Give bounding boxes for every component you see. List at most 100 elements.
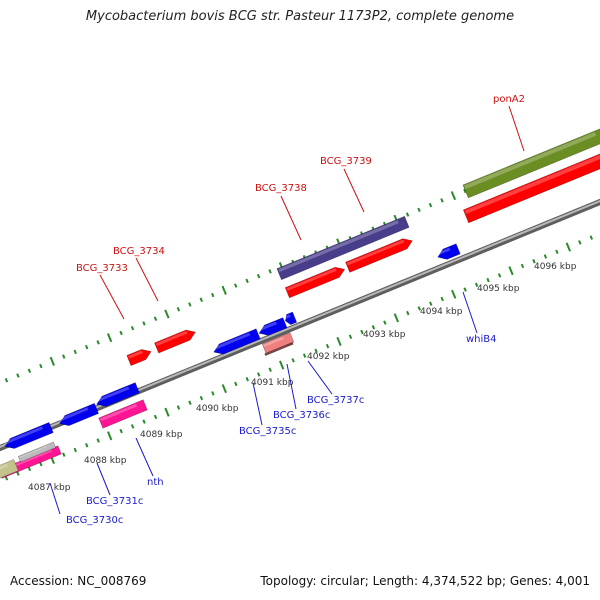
feature-bcg-3734-shape	[154, 329, 196, 354]
feature-pseudo-edge	[264, 341, 294, 357]
outer-tick-12	[130, 325, 135, 331]
gene-label-bcg-3739[interactable]: BCG_3739	[320, 156, 372, 167]
inner-tick-10	[107, 431, 113, 441]
gene-label-bcg-3730c[interactable]: BCG_3730c	[66, 515, 123, 526]
outer-tick-8	[84, 344, 89, 350]
feature-bcg-3733-shape	[126, 349, 152, 367]
kbp-label-4090: 4090 kbp	[196, 404, 239, 414]
gene-label-bcg-3738[interactable]: BCG_3738	[255, 183, 307, 194]
gene-label-bcg-3736c[interactable]: BCG_3736c	[273, 410, 330, 421]
gene-label-nth[interactable]: nth	[147, 477, 164, 488]
conn-bcg-3736c	[286, 363, 297, 410]
conn-bcg-3730c	[49, 482, 61, 515]
inner-tick-16	[176, 405, 181, 410]
outer-tick-41	[463, 188, 467, 194]
kbp-label-4088: 4088 kbp	[84, 456, 127, 466]
feature-bcg-3739	[345, 238, 413, 273]
inner-tick-31	[348, 334, 353, 339]
inner-tick-45	[508, 266, 514, 276]
feature-rna-right-shine	[464, 132, 597, 190]
feature-pseudo-shine	[263, 336, 284, 347]
inner-tick-47	[532, 259, 536, 264]
kbp-label-4087: 4087 kbp	[28, 483, 71, 493]
outer-tick-10	[106, 333, 113, 343]
inner-tick-49	[555, 249, 559, 255]
reverse-gene-labels: BCG_3730c BCG_3731c nth BCG_3735c BCG_37…	[66, 334, 497, 526]
feature-bcg-3737c	[284, 311, 298, 325]
outer-tick-13	[142, 321, 146, 326]
feature-left-cds-1-shine	[4, 426, 44, 445]
gene-label-bcg-3737c[interactable]: BCG_3737c	[307, 395, 364, 406]
inner-tick-23	[257, 372, 261, 377]
inner-tick-52	[589, 235, 593, 240]
inner-tick-13	[142, 419, 146, 424]
inner-tick-6	[62, 452, 66, 457]
feature-bcg-3733	[126, 349, 152, 367]
accession-text: Accession: NC_008769	[10, 574, 147, 588]
inner-tick-29	[325, 343, 330, 349]
conn-nth	[135, 437, 154, 477]
outer-tick-5	[49, 356, 55, 366]
inner-tick-17	[188, 400, 192, 406]
outer-tick-20	[221, 285, 227, 295]
feature-pseudo-shape	[261, 332, 295, 354]
feature-grey-left-shine	[19, 445, 47, 458]
outer-tick-38	[428, 202, 433, 208]
inner-tick-35	[393, 313, 399, 323]
outer-tick-14	[153, 316, 158, 321]
inner-tick-14	[153, 414, 158, 420]
conn-bcg-3734	[135, 257, 159, 302]
inner-tick-3	[27, 466, 32, 472]
gene-label-bcg-3733[interactable]: BCG_3733	[76, 263, 128, 274]
inner-tick-26	[291, 358, 295, 363]
feature-bcg-3736c-shape	[258, 317, 288, 336]
feature-left-cds-3-shape	[96, 382, 140, 407]
feature-olive-left-shine	[0, 463, 8, 473]
kbp-label-4093: 4093 kbp	[363, 330, 406, 340]
inner-tick-12	[130, 424, 135, 429]
outer-tick-11	[119, 330, 123, 336]
inner-tick-19	[211, 391, 215, 396]
feature-misc-right	[98, 399, 148, 429]
feature-tracks	[0, 127, 600, 481]
feature-bcg-3736c	[258, 317, 288, 336]
feature-bcg-3734	[154, 329, 196, 354]
inner-tick-41	[463, 287, 467, 292]
feature-pseudo	[261, 332, 295, 354]
gene-label-pona2[interactable]: ponA2	[493, 94, 525, 105]
inner-tick-24	[268, 367, 272, 372]
inner-tick-ring	[4, 235, 593, 481]
feature-misc-right-shape	[98, 399, 148, 429]
outer-tick-37	[417, 207, 421, 213]
gene-label-bcg-3734[interactable]: BCG_3734	[113, 246, 165, 257]
feature-whib4-shape	[437, 243, 461, 260]
inner-tick-43	[486, 277, 490, 283]
feature-left-cds-2	[58, 402, 99, 426]
gene-label-bcg-3731c[interactable]: BCG_3731c	[86, 496, 143, 507]
feature-pseudo-edge-shape	[264, 341, 294, 357]
feature-pona2-shine	[464, 153, 600, 215]
gene-label-whib4[interactable]: whiB4	[466, 334, 497, 345]
inner-tick-7	[73, 447, 77, 453]
outer-tick-3	[27, 368, 32, 374]
inner-tick-48	[543, 254, 548, 259]
inner-tick-28	[314, 348, 318, 354]
kbp-labels: 4087 kbp 4088 kbp 4089 kbp 4090 kbp 4091…	[28, 262, 577, 493]
inner-tick-22	[245, 376, 249, 382]
outer-tick-1	[4, 378, 9, 383]
outer-tick-22	[245, 278, 249, 284]
inner-tick-1	[4, 476, 9, 481]
inner-tick-38	[429, 301, 433, 306]
inner-tick-40	[451, 289, 457, 299]
feature-bcg-3738-b-shine	[278, 220, 399, 273]
inner-tick-36	[406, 310, 410, 316]
kbp-label-4089: 4089 kbp	[140, 430, 183, 440]
gene-label-bcg-3735c[interactable]: BCG_3735c	[239, 426, 296, 437]
outer-tick-39	[440, 198, 444, 203]
feature-bcg-3737c-shine	[284, 314, 291, 319]
kbp-label-4094: 4094 kbp	[420, 307, 463, 317]
outer-tick-15	[164, 309, 170, 319]
feature-bcg-3736c-shine	[258, 321, 277, 332]
outer-tick-40	[450, 191, 457, 201]
